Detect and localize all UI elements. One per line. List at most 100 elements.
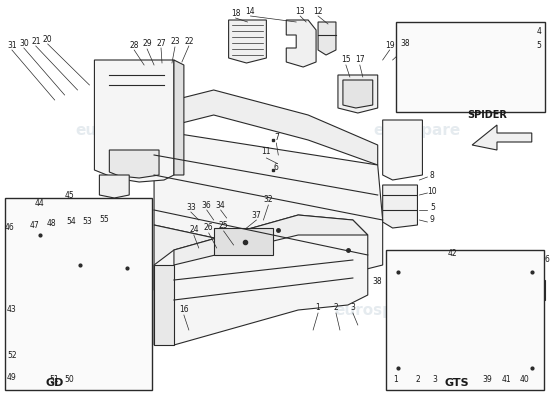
Polygon shape xyxy=(64,270,129,375)
Polygon shape xyxy=(64,232,100,290)
Polygon shape xyxy=(229,20,266,63)
Text: 41: 41 xyxy=(502,376,512,384)
Text: eurospare: eurospare xyxy=(235,192,322,208)
Polygon shape xyxy=(412,270,527,290)
Polygon shape xyxy=(410,34,442,60)
Polygon shape xyxy=(154,225,363,300)
Bar xyxy=(386,250,544,390)
Text: 36: 36 xyxy=(202,200,212,210)
Text: 3: 3 xyxy=(432,376,437,384)
Text: 26: 26 xyxy=(204,224,213,232)
Text: 49: 49 xyxy=(7,374,17,382)
Text: 38: 38 xyxy=(401,38,410,48)
Text: GTS: GTS xyxy=(445,378,470,388)
Text: 40: 40 xyxy=(520,376,530,384)
Text: 4: 4 xyxy=(537,28,542,36)
Text: 23: 23 xyxy=(170,38,180,46)
Text: eurospare: eurospare xyxy=(76,122,163,138)
Polygon shape xyxy=(472,125,532,150)
Text: 18: 18 xyxy=(231,10,240,18)
Text: 10: 10 xyxy=(427,188,437,196)
Polygon shape xyxy=(109,255,147,310)
Polygon shape xyxy=(95,60,174,182)
Text: 6: 6 xyxy=(274,164,279,172)
Polygon shape xyxy=(343,80,373,108)
Text: 21: 21 xyxy=(31,36,41,46)
Text: 17: 17 xyxy=(355,56,365,64)
Polygon shape xyxy=(214,228,273,255)
Text: 45: 45 xyxy=(65,192,74,200)
Text: eurospare: eurospare xyxy=(334,302,421,318)
Text: 51: 51 xyxy=(50,376,59,384)
Polygon shape xyxy=(393,260,537,295)
Text: 50: 50 xyxy=(65,376,74,384)
Text: 13: 13 xyxy=(295,8,305,16)
Polygon shape xyxy=(154,130,383,270)
Polygon shape xyxy=(174,215,368,265)
Text: 22: 22 xyxy=(184,36,194,46)
Text: 32: 32 xyxy=(263,196,273,204)
Text: 42: 42 xyxy=(448,248,457,258)
Text: 14: 14 xyxy=(246,8,255,16)
Polygon shape xyxy=(100,175,129,198)
Text: SPIDER: SPIDER xyxy=(467,110,507,120)
Bar xyxy=(5,198,152,390)
Text: 27: 27 xyxy=(156,38,166,48)
Polygon shape xyxy=(154,265,174,345)
Bar xyxy=(395,22,544,112)
Text: 2: 2 xyxy=(334,304,338,312)
Text: 24: 24 xyxy=(189,226,199,234)
Polygon shape xyxy=(405,32,537,65)
Text: 7: 7 xyxy=(274,134,279,142)
Polygon shape xyxy=(15,205,59,232)
Text: 33: 33 xyxy=(186,202,196,212)
Text: 29: 29 xyxy=(142,40,152,48)
Text: 15: 15 xyxy=(341,56,351,64)
Polygon shape xyxy=(154,90,378,165)
Text: 20: 20 xyxy=(43,34,52,44)
Text: eurospare: eurospare xyxy=(106,272,192,288)
Text: 55: 55 xyxy=(100,216,109,224)
Polygon shape xyxy=(286,20,316,67)
Text: 54: 54 xyxy=(67,218,76,226)
Polygon shape xyxy=(10,290,64,375)
Text: 30: 30 xyxy=(19,38,29,48)
Text: eurospare: eurospare xyxy=(374,122,461,138)
Text: GD: GD xyxy=(46,378,64,388)
Polygon shape xyxy=(403,265,532,370)
Text: 3: 3 xyxy=(350,304,355,312)
Text: 53: 53 xyxy=(82,216,92,226)
Text: 2: 2 xyxy=(415,376,420,384)
Text: 39: 39 xyxy=(482,376,492,384)
Text: 11: 11 xyxy=(262,148,271,156)
Text: 37: 37 xyxy=(251,210,261,220)
Polygon shape xyxy=(109,150,159,178)
Polygon shape xyxy=(537,280,544,300)
Text: 34: 34 xyxy=(216,200,225,210)
Text: 25: 25 xyxy=(219,222,228,230)
Text: 46: 46 xyxy=(5,222,15,232)
Polygon shape xyxy=(338,75,378,113)
Text: 5: 5 xyxy=(430,204,435,212)
Text: 28: 28 xyxy=(129,40,139,50)
Text: 43: 43 xyxy=(7,306,17,314)
Polygon shape xyxy=(10,200,70,208)
Text: 6: 6 xyxy=(544,256,549,264)
Text: 5: 5 xyxy=(537,40,542,50)
Polygon shape xyxy=(10,232,64,290)
Text: 19: 19 xyxy=(385,40,394,50)
Polygon shape xyxy=(405,65,537,105)
Polygon shape xyxy=(154,215,368,345)
Polygon shape xyxy=(383,120,422,180)
Text: 1: 1 xyxy=(316,304,321,312)
Text: 12: 12 xyxy=(314,8,323,16)
Text: 31: 31 xyxy=(7,40,16,50)
Text: 16: 16 xyxy=(179,306,189,314)
Polygon shape xyxy=(109,310,147,375)
Text: 44: 44 xyxy=(35,198,45,208)
Polygon shape xyxy=(393,295,537,375)
Text: 48: 48 xyxy=(47,218,57,228)
Text: 38: 38 xyxy=(373,278,382,286)
Text: 9: 9 xyxy=(430,216,435,224)
Polygon shape xyxy=(383,185,417,228)
